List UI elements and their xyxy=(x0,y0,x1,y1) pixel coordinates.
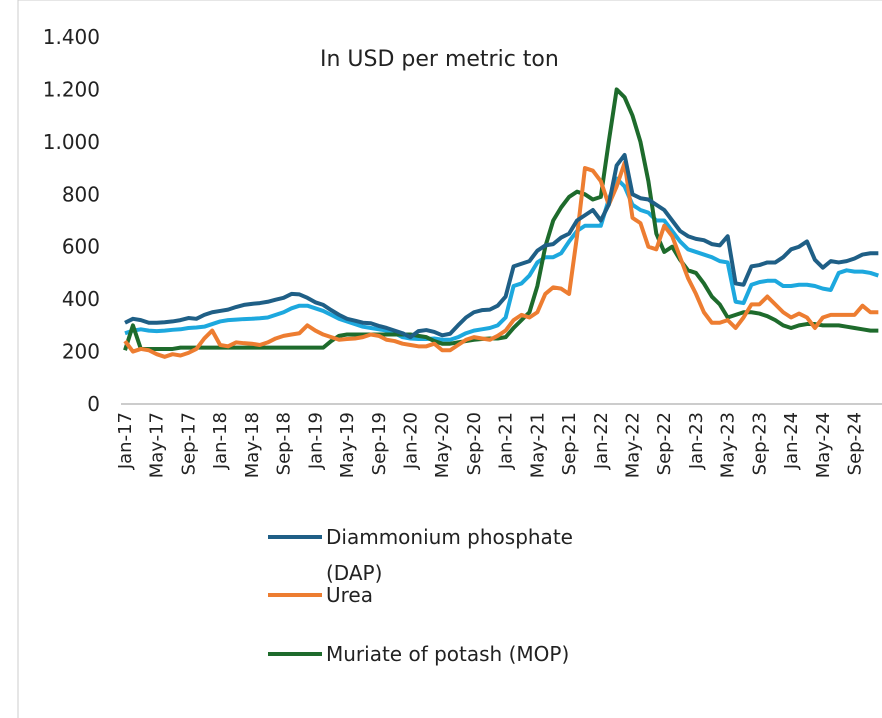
frame xyxy=(17,0,882,718)
x-tick-label: May-24 xyxy=(813,412,834,478)
x-tick-label: May-21 xyxy=(527,412,548,478)
y-tick-label: 1.400 xyxy=(43,25,100,49)
x-tick-label: May-23 xyxy=(718,412,739,478)
x-tick-label: Jan-23 xyxy=(686,412,707,470)
x-tick-label: May-19 xyxy=(337,412,358,478)
x-tick-label: Jan-21 xyxy=(496,412,517,470)
x-tick-label: Jan-22 xyxy=(591,412,612,470)
x-tick-label: Jan-24 xyxy=(781,412,802,470)
y-tick-label: 400 xyxy=(62,287,100,311)
y-tick-label: 1.000 xyxy=(43,130,100,154)
y-tick-label: 200 xyxy=(62,340,100,364)
x-tick-label: Sep-22 xyxy=(654,412,675,475)
y-tick-label: 0 xyxy=(87,392,100,416)
x-tick-label: Sep-17 xyxy=(178,412,199,475)
x-tick-label: May-20 xyxy=(432,412,453,478)
x-tick-label: Sep-20 xyxy=(464,412,485,475)
x-tick-label: Jan-18 xyxy=(210,412,231,470)
legend-label: Muriate of potash (MOP) xyxy=(326,642,570,666)
x-tick-label: Sep-18 xyxy=(274,412,295,475)
x-tick-label: May-18 xyxy=(242,412,263,478)
chart-title: In USD per metric ton xyxy=(320,47,559,72)
x-tick-label: Sep-23 xyxy=(749,412,770,475)
series-line xyxy=(123,87,879,351)
y-tick-label: 600 xyxy=(62,235,100,259)
x-tick-label: Jan-20 xyxy=(400,412,421,470)
y-tick-label: 1.200 xyxy=(43,77,100,101)
x-tick-label: Sep-24 xyxy=(845,412,866,475)
series-line xyxy=(124,152,879,340)
y-tick-label: 800 xyxy=(62,182,100,206)
x-tick-label: Sep-19 xyxy=(369,412,390,475)
legend-label: Urea xyxy=(326,583,373,607)
x-tick-label: Jan-17 xyxy=(115,412,136,470)
x-tick-label: May-17 xyxy=(147,412,168,478)
x-tick-label: May-22 xyxy=(623,412,644,478)
series-line xyxy=(124,176,879,342)
legend-label: Diammonium phosphate (DAP) xyxy=(326,525,573,585)
series-line xyxy=(123,160,879,359)
x-tick-label: Jan-19 xyxy=(305,412,326,470)
x-tick-label: Sep-21 xyxy=(559,412,580,475)
